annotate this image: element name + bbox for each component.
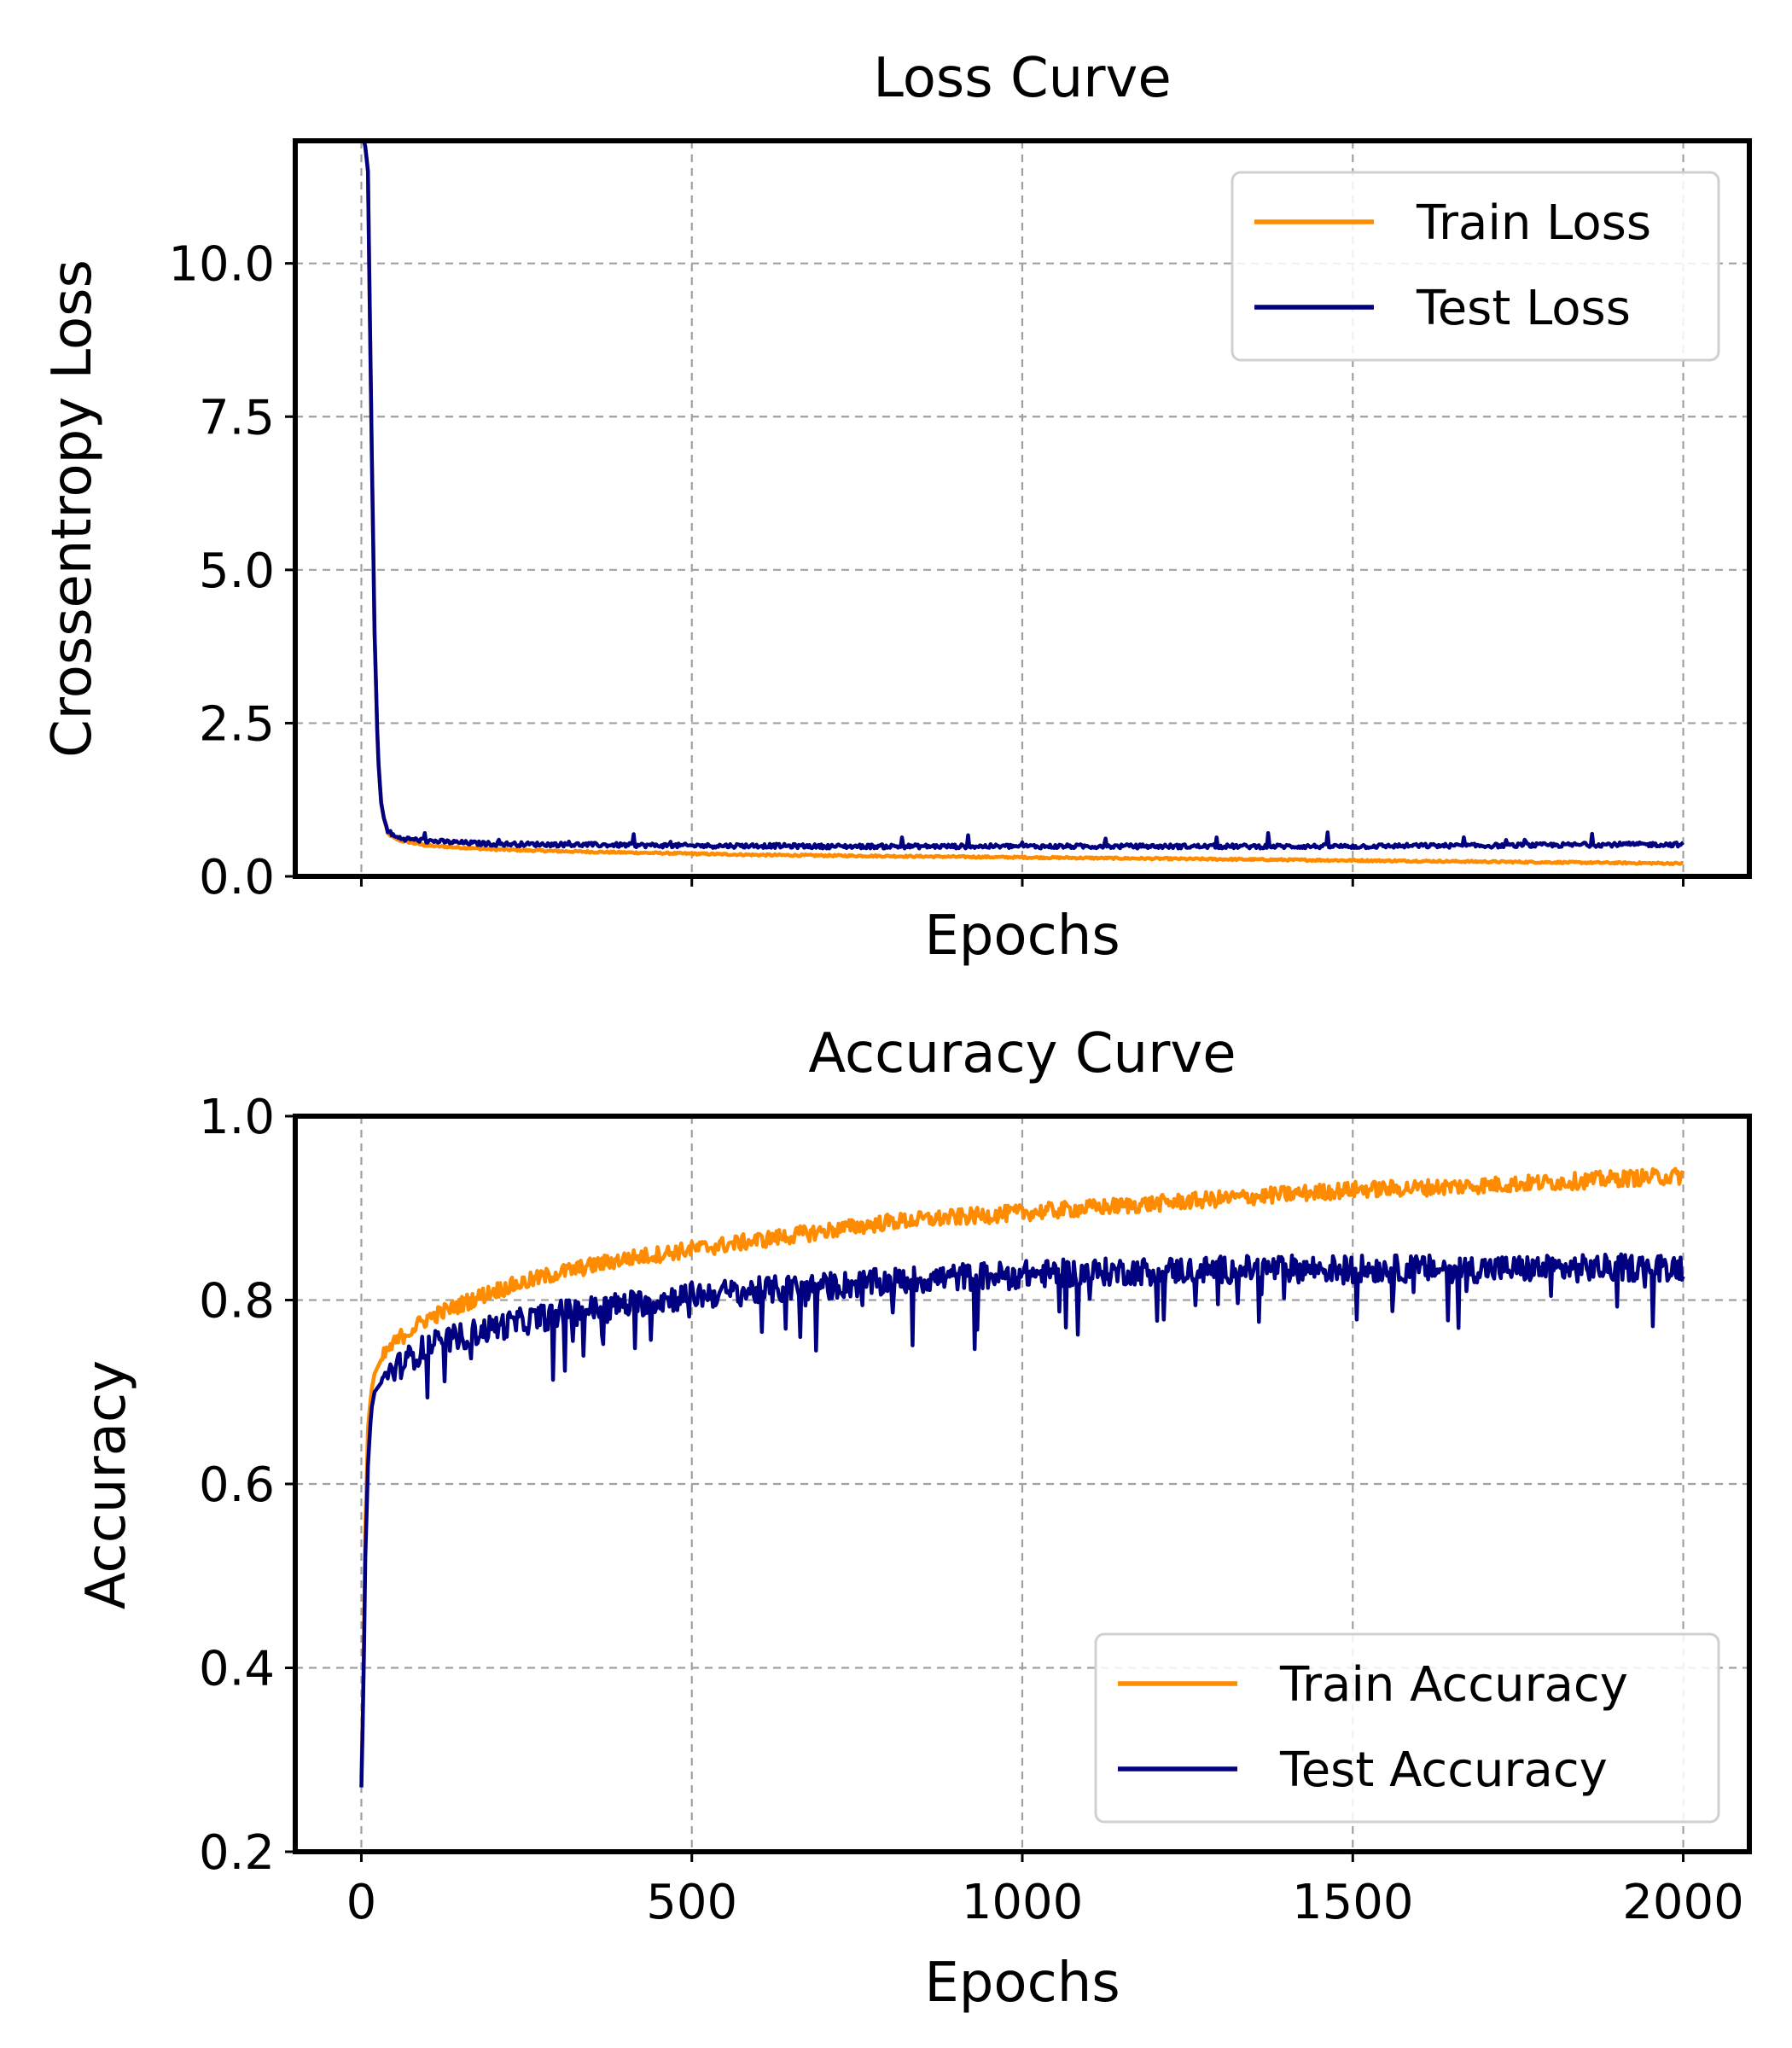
series-lines bbox=[360, 141, 1684, 867]
loss-chart: Loss Curve 0.0 2.5 5.0 7.5 10.0 Epochs Cross… bbox=[41, 47, 1752, 968]
ticks: 0 500 1000 1500 2000 0.2 0.4 0.6 0.8 1.0 bbox=[199, 1090, 1744, 1930]
series-lines bbox=[359, 1167, 1685, 1788]
legend-label: Train Loss bbox=[1416, 195, 1651, 251]
y-tick-label: 2.5 bbox=[199, 696, 275, 752]
series-line-test bbox=[360, 141, 1684, 851]
y-tick-label: 0.2 bbox=[199, 1825, 275, 1881]
series-line-train bbox=[360, 141, 1684, 867]
legend-label: Train Accuracy bbox=[1279, 1657, 1628, 1713]
y-tick-label: 5.0 bbox=[199, 544, 275, 599]
y-tick-label: 7.5 bbox=[199, 390, 275, 445]
x-axis-label: Epochs bbox=[924, 1952, 1120, 2015]
y-axis-label: Crossentropy Loss bbox=[41, 259, 104, 758]
grid bbox=[295, 141, 1749, 876]
legend: Train Loss Test Loss bbox=[1231, 171, 1720, 362]
y-tick-label: 0.4 bbox=[199, 1642, 275, 1697]
y-tick-label: 10.0 bbox=[168, 237, 275, 293]
y-tick-label: 1.0 bbox=[199, 1090, 275, 1145]
accuracy-chart: Accuracy Curve 0 500 1000 1500 2000 0.2 0.4 0.6… bbox=[75, 1022, 1752, 2015]
legend-box bbox=[1231, 171, 1720, 362]
y-axis-label: Accuracy bbox=[75, 1360, 138, 1609]
series-line-test bbox=[359, 1252, 1685, 1788]
y-tick-label: 0.8 bbox=[199, 1274, 275, 1329]
x-axis-label: Epochs bbox=[924, 905, 1120, 968]
legend: Train Accuracy Test Accuracy bbox=[1094, 1632, 1720, 1824]
series-line-train bbox=[359, 1167, 1685, 1778]
x-tick-label: 1000 bbox=[962, 1875, 1084, 1930]
x-tick-label: 0 bbox=[346, 1875, 377, 1930]
grid bbox=[295, 1116, 1749, 1852]
x-tick-label: 2000 bbox=[1622, 1875, 1744, 1930]
legend-label: Test Loss bbox=[1416, 281, 1631, 336]
chart-title: Accuracy Curve bbox=[808, 1022, 1236, 1085]
ticks: 0.0 2.5 5.0 7.5 10.0 bbox=[168, 237, 1685, 905]
chart-title: Loss Curve bbox=[873, 47, 1172, 110]
y-tick-label: 0.0 bbox=[199, 850, 275, 905]
legend-box bbox=[1094, 1632, 1720, 1824]
x-tick-label: 1500 bbox=[1292, 1875, 1414, 1930]
x-tick-label: 500 bbox=[646, 1875, 737, 1930]
y-tick-label: 0.6 bbox=[199, 1457, 275, 1513]
legend-label: Test Accuracy bbox=[1279, 1743, 1608, 1798]
